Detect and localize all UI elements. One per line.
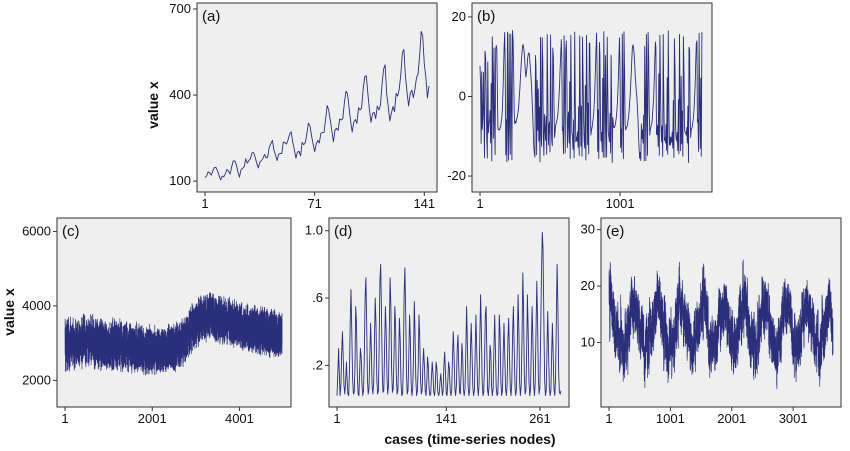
series-line — [64, 292, 283, 376]
x-tick-label: 1 — [333, 411, 340, 426]
x-tick-label: 1 — [201, 196, 208, 211]
panel-label: (a) — [202, 8, 220, 25]
panel-label: (c) — [62, 223, 80, 240]
series-line — [204, 30, 430, 181]
y-tick-label: -20 — [447, 168, 466, 183]
panel-c: 1 2001 4001 6000 4000 2000 (c) — [22, 217, 292, 426]
y-tick-label: 700 — [169, 1, 191, 16]
panel-label: (e) — [606, 223, 624, 240]
y-tick-label: 0 — [459, 89, 466, 104]
x-tick-label: 2001 — [717, 411, 746, 426]
x-tick-label: 1001 — [606, 196, 635, 211]
x-tick-label: 1 — [476, 196, 483, 211]
x-axis-title: cases (time-series nodes) — [384, 431, 555, 447]
y-tick-label: 100 — [169, 173, 191, 188]
plot-area — [196, 2, 438, 193]
x-tick-label: 1 — [61, 411, 68, 426]
y-tick-label: 20 — [581, 278, 595, 293]
x-tick-label: 141 — [413, 196, 435, 211]
y-tick-label: 1.0 — [305, 223, 323, 238]
panel-e: 1 1001 2001 3001 30 20 10 (e) — [581, 217, 842, 426]
x-tick-label: 3001 — [779, 411, 808, 426]
y-tick-label: 10 — [581, 335, 595, 350]
y-tick-label: 20 — [452, 9, 466, 24]
series-line — [479, 30, 703, 163]
y-axis-title-bottom: value x — [1, 288, 17, 336]
y-tick-label: 30 — [581, 222, 595, 237]
panel-b: 1 1001 20 0 -20 (b) — [447, 2, 713, 211]
y-tick-label: 4000 — [22, 298, 51, 313]
panel-a: 1 71 141 100 400 700 (a) — [169, 1, 438, 211]
y-tick-label: 2000 — [22, 372, 51, 387]
x-tick-label: 141 — [435, 411, 457, 426]
y-tick-label: .6 — [312, 290, 323, 305]
x-tick-label: 71 — [307, 196, 321, 211]
x-tick-label: 2001 — [138, 411, 167, 426]
series-line — [336, 231, 562, 397]
x-tick-label: 261 — [529, 411, 551, 426]
panel-label: (b) — [477, 8, 495, 25]
x-tick-label: 1 — [605, 411, 612, 426]
x-tick-label: 1001 — [656, 411, 685, 426]
y-tick-label: .2 — [312, 357, 323, 372]
series-line — [608, 259, 834, 390]
plot-area — [471, 2, 713, 193]
panel-d: 1 141 261 1.0 .6 .2 (d) — [305, 217, 570, 426]
x-tick-label: 4001 — [225, 411, 254, 426]
y-tick-label: 400 — [169, 87, 191, 102]
y-tick-label: 6000 — [22, 223, 51, 238]
y-axis-title-top: value x — [145, 81, 161, 129]
panel-label: (d) — [334, 223, 352, 240]
